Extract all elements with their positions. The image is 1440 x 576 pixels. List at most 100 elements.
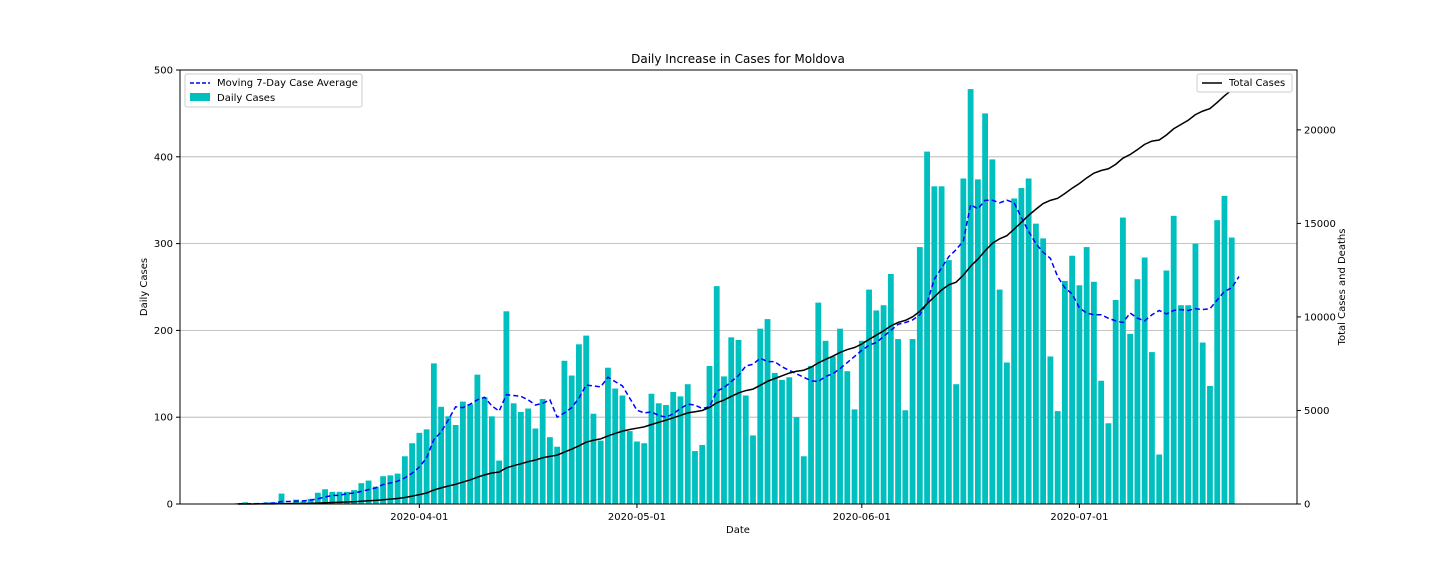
bar-93 [909,339,916,504]
bar-136 [1221,195,1228,505]
left-tick-label-100: 100 [154,413,173,424]
bar-128 [1163,270,1170,504]
bar-43 [547,437,553,504]
legend-average-label: Moving 7-Day Case Average [217,78,358,89]
bar-131 [1185,305,1192,504]
bar-115 [1069,255,1076,504]
right-y-axis-label: Total Cases and Deaths [1337,229,1348,347]
bar-113 [1054,411,1061,504]
legend-left-box [184,73,363,108]
bar-101 [967,89,974,504]
bar-25 [416,432,423,504]
bar-57 [648,393,655,504]
bar-41 [532,428,539,504]
right-tick-label-5000: 5000 [1304,406,1329,417]
plot-frame [179,69,1298,505]
bar-94 [916,247,923,504]
bar-97 [938,186,945,504]
bar-102 [974,179,981,505]
x-tick-label-2020-05-01: 2020-05-01 [608,512,666,523]
bar-129 [1170,215,1177,504]
bar-69 [735,339,742,504]
right-tick-label-20000: 20000 [1304,125,1336,136]
bar-80 [815,302,822,504]
bar-116 [1076,285,1083,504]
gridlines [180,69,1297,418]
bar-22 [394,473,401,504]
bar-37 [503,311,510,504]
bar-13 [329,491,336,504]
bar-79 [808,365,814,504]
bar-36 [496,460,503,504]
bar-6 [278,493,285,504]
bar-108 [1018,188,1025,504]
bar-53 [619,395,626,504]
bar-96 [931,186,938,504]
bar-107 [1011,198,1018,505]
bar-64 [699,444,706,504]
bar-120 [1105,423,1112,504]
bar-126 [1149,352,1155,504]
daily-cases-bars [235,89,1235,505]
bar-114 [1061,280,1068,504]
bar-86 [858,340,865,504]
left-tick-label-300: 300 [154,239,173,250]
bar-1 [242,502,249,504]
bar-12 [322,489,328,504]
left-y-axis-label: Daily Cases [139,258,150,316]
legend-daily-swatch [190,93,210,101]
bar-49 [590,413,597,504]
bar-59 [663,405,669,504]
bar-111 [1040,238,1047,504]
bar-65 [706,365,713,504]
bar-33 [474,374,481,504]
bar-31 [459,401,466,504]
bar-78 [800,456,807,504]
bar-45 [561,360,568,504]
bar-28 [438,406,445,504]
bar-81 [822,340,829,504]
left-tick-label-0: 0 [167,500,173,511]
bar-61 [677,396,684,504]
right-tick-label-0: 0 [1304,500,1310,511]
chart-title: Daily Increase in Cases for Moldova [631,52,845,66]
bar-100 [960,178,967,504]
legend-left: Moving 7-Day Case Average Daily Cases [184,73,363,108]
bar-122 [1120,217,1126,504]
bar-77 [793,417,800,504]
bar-63 [692,451,698,504]
x-axis-label: Date [726,525,750,536]
bar-103 [982,113,989,505]
bar-95 [924,151,930,505]
bar-27 [430,363,437,504]
plot-area [179,69,1298,505]
bar-60 [670,392,677,504]
bar-48 [583,335,590,504]
bar-9 [300,501,307,504]
bar-50 [597,440,604,504]
bar-121 [1112,300,1119,504]
bar-73 [764,319,771,504]
bar-21 [387,475,394,504]
bar-47 [576,344,582,504]
bar-99 [953,384,959,504]
bar-4 [264,502,270,504]
bar-55 [634,441,640,504]
bar-137 [1228,237,1235,505]
bar-39 [518,411,524,504]
bar-132 [1192,243,1199,504]
bar-83 [837,328,843,504]
bar-89 [880,305,887,504]
bar-76 [786,377,793,504]
bar-75 [779,379,785,504]
bar-20 [380,476,386,504]
bar-34 [481,397,488,504]
bar-23 [401,456,408,504]
bar-92 [902,410,909,504]
bar-15 [343,491,350,504]
bar-52 [612,388,619,504]
bar-124 [1134,279,1141,504]
bar-68 [728,337,735,504]
bar-70 [742,395,749,504]
